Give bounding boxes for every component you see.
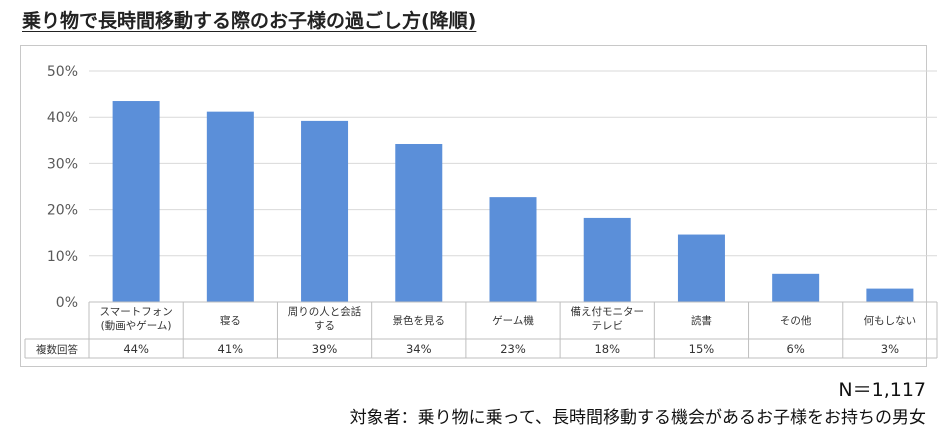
y-tick-label: 0% <box>56 295 78 311</box>
category-label: 読書 <box>691 314 712 327</box>
data-label: 6% <box>787 342 805 356</box>
y-tick-label: 20% <box>47 203 78 219</box>
y-tick-label: 30% <box>47 156 78 172</box>
data-label: 23% <box>500 342 526 356</box>
category-label: ゲーム機 <box>492 314 534 327</box>
category-label: 周りの人と会話 <box>288 305 362 318</box>
data-label: 41% <box>218 342 244 356</box>
chart-frame <box>20 45 927 367</box>
y-tick-label: 40% <box>47 110 78 126</box>
bar <box>206 111 254 302</box>
data-label: 39% <box>312 342 338 356</box>
bar <box>112 101 160 302</box>
respondent-note: 対象者：乗り物に乗って、長時間移動する機会があるお子様をお持ちの男女 <box>349 408 926 428</box>
category-label: 備え付モニター <box>570 305 644 318</box>
category-label: スマートフォン <box>100 306 173 318</box>
category-label: する <box>314 320 335 332</box>
series-row-label: 複数回答 <box>36 343 78 356</box>
bar <box>395 143 443 302</box>
data-label: 34% <box>406 342 432 356</box>
bar <box>772 273 820 302</box>
category-label: 何もしない <box>864 314 917 327</box>
category-label: 寝る <box>220 314 241 327</box>
category-label: 景色を見る <box>393 314 446 327</box>
category-label: その他 <box>780 314 812 327</box>
data-label: 18% <box>594 342 620 356</box>
y-tick-label: 10% <box>47 249 78 265</box>
data-label: 3% <box>881 342 899 356</box>
bar <box>489 197 537 302</box>
data-label: 44% <box>123 342 149 356</box>
bar <box>677 234 725 302</box>
sample-size-note: N＝1,117 <box>838 379 926 401</box>
bar <box>583 217 631 302</box>
chart-title: 乗り物で長時間移動する際のお子様の過ごし方(降順) <box>22 10 477 32</box>
category-label: テレビ <box>591 320 623 332</box>
bar <box>301 120 349 302</box>
bar <box>866 288 914 302</box>
category-label: (動画やゲーム) <box>101 319 172 332</box>
y-tick-label: 50% <box>47 64 78 80</box>
data-label: 15% <box>689 342 715 356</box>
